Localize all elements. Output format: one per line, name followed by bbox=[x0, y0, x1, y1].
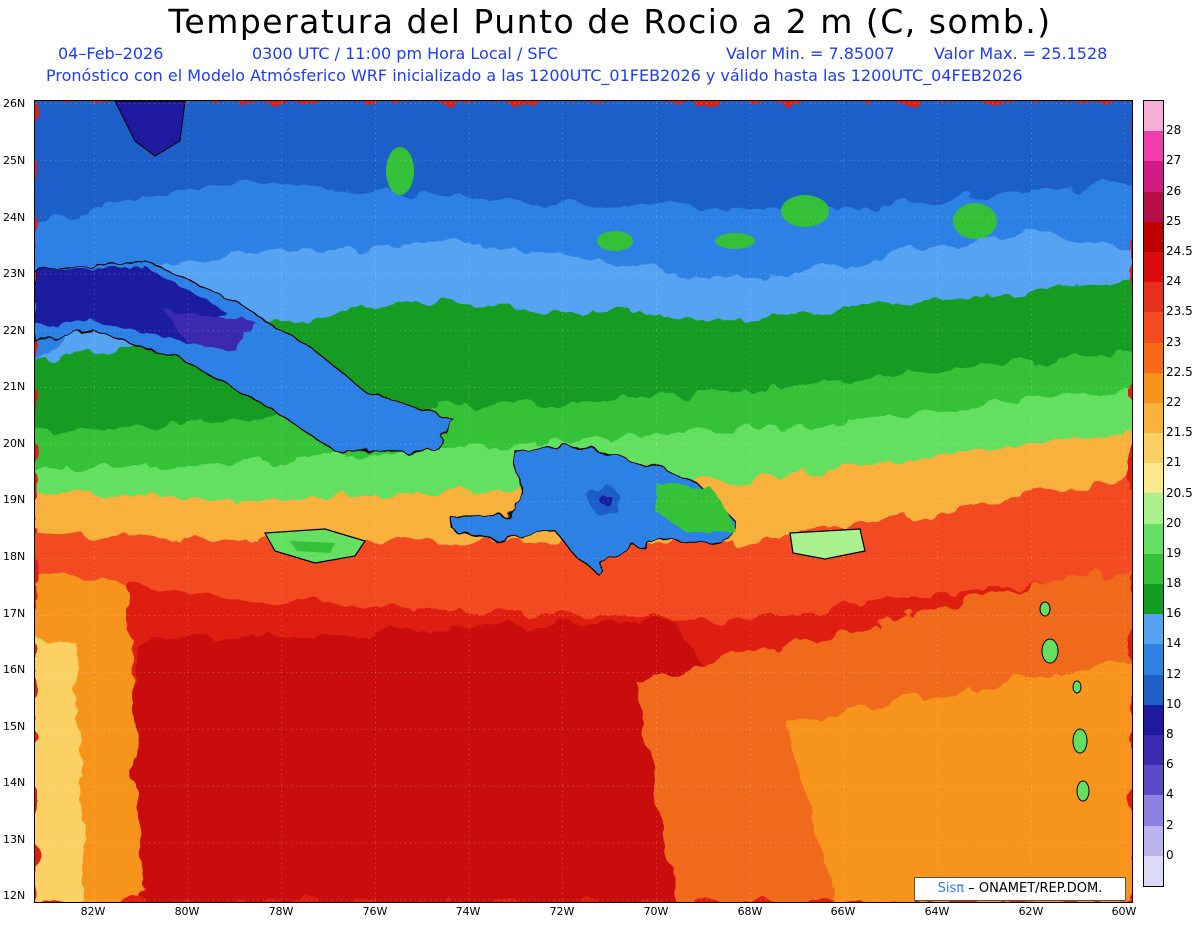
lat-label: 13N bbox=[3, 833, 26, 846]
lat-label: 21N bbox=[3, 380, 26, 393]
lat-label: 26N bbox=[3, 97, 26, 110]
colorbar-label: 4 bbox=[1166, 787, 1174, 802]
colorbar-swatch bbox=[1144, 855, 1163, 886]
colorbar-label: 26 bbox=[1166, 183, 1182, 198]
colorbar-label: 10 bbox=[1166, 696, 1182, 711]
colorbar-swatch bbox=[1144, 644, 1163, 675]
colorbar-label: 19 bbox=[1166, 545, 1182, 560]
forecast-date: 04–Feb–2026 bbox=[58, 44, 164, 63]
colorbar-label: 23 bbox=[1166, 334, 1182, 349]
lat-label: 24N bbox=[3, 211, 26, 224]
lon-label: 62W bbox=[1018, 905, 1044, 918]
lon-label: 60W bbox=[1111, 905, 1137, 918]
colorbar-swatch bbox=[1144, 584, 1163, 615]
colorbar-label: 20.5 bbox=[1166, 485, 1193, 500]
colorbar-swatch bbox=[1144, 765, 1163, 796]
colorbar-swatch bbox=[1144, 463, 1163, 494]
colorbar-label: 0 bbox=[1166, 847, 1174, 862]
lon-label: 66W bbox=[830, 905, 856, 918]
colorbar-swatch bbox=[1144, 101, 1163, 132]
lat-label: 18N bbox=[3, 550, 26, 563]
map-canvas bbox=[35, 101, 1132, 902]
sispi-logo: Sisπ bbox=[937, 881, 965, 896]
colorbar-swatch bbox=[1144, 614, 1163, 645]
colorbar-label: 12 bbox=[1166, 666, 1182, 681]
lat-label: 16N bbox=[3, 663, 26, 676]
lat-label: 15N bbox=[3, 720, 26, 733]
lon-label: 72W bbox=[549, 905, 575, 918]
colorbar-swatch bbox=[1144, 734, 1163, 766]
colorbar-swatch bbox=[1144, 825, 1163, 856]
colorbar-swatch bbox=[1144, 553, 1163, 584]
lat-label: 14N bbox=[3, 776, 26, 789]
colorbar-label: 16 bbox=[1166, 606, 1182, 621]
colorbar-swatch bbox=[1144, 161, 1163, 192]
lat-label: 20N bbox=[3, 437, 26, 450]
lon-label: 70W bbox=[643, 905, 669, 918]
colorbar-label: 20 bbox=[1166, 515, 1182, 530]
colorbar-label: 6 bbox=[1166, 757, 1174, 772]
dewpoint-map bbox=[34, 100, 1133, 903]
map-title: Temperatura del Punto de Rocio a 2 m (C,… bbox=[168, 2, 1052, 41]
colorbar-label: 28 bbox=[1166, 123, 1182, 138]
model-subtitle: Pronóstico con el Modelo Atmósferico WRF… bbox=[46, 66, 1023, 85]
forecast-time: 0300 UTC / 11:00 pm Hora Local / SFC bbox=[252, 44, 558, 63]
lat-label: 17N bbox=[3, 607, 26, 620]
colorbar-swatch bbox=[1144, 795, 1163, 826]
colorbar-label: 22 bbox=[1166, 394, 1182, 409]
colorbar-label: 24 bbox=[1166, 274, 1182, 289]
colorbar-swatch bbox=[1144, 704, 1163, 735]
colorbar-swatch bbox=[1144, 312, 1163, 343]
colorbar-label: 2 bbox=[1166, 817, 1174, 832]
lon-label: 76W bbox=[362, 905, 388, 918]
lat-label: 23N bbox=[3, 267, 26, 280]
colorbar-label: 27 bbox=[1166, 153, 1182, 168]
lon-label: 82W bbox=[80, 905, 106, 918]
colorbar-swatch bbox=[1144, 674, 1163, 705]
min-value: Valor Min. = 7.85007 bbox=[726, 44, 895, 63]
colorbar-swatch bbox=[1144, 402, 1163, 434]
lon-label: 68W bbox=[737, 905, 763, 918]
colorbar bbox=[1143, 100, 1164, 887]
colorbar-label: 23.5 bbox=[1166, 304, 1193, 319]
colorbar-label: 24.5 bbox=[1166, 243, 1193, 258]
credit-box: Sisπ – ONAMET/REP.DOM. bbox=[914, 877, 1126, 901]
credit-org: – ONAMET/REP.DOM. bbox=[968, 881, 1103, 896]
colorbar-swatch bbox=[1144, 433, 1163, 464]
colorbar-label: 21 bbox=[1166, 455, 1182, 470]
lat-label: 19N bbox=[3, 493, 26, 506]
colorbar-swatch bbox=[1144, 493, 1163, 524]
colorbar-label: 21.5 bbox=[1166, 425, 1193, 440]
colorbar-swatch bbox=[1144, 372, 1163, 403]
lat-label: 22N bbox=[3, 324, 26, 337]
colorbar-label: 22.5 bbox=[1166, 364, 1193, 379]
colorbar-label: 8 bbox=[1166, 727, 1174, 742]
colorbar-swatch bbox=[1144, 282, 1163, 313]
colorbar-label: 18 bbox=[1166, 576, 1182, 591]
colorbar-swatch bbox=[1144, 523, 1163, 554]
colorbar-label: 25 bbox=[1166, 213, 1182, 228]
lat-label: 12N bbox=[3, 889, 26, 902]
colorbar-swatch bbox=[1144, 221, 1163, 252]
lon-label: 74W bbox=[455, 905, 481, 918]
colorbar-swatch bbox=[1144, 251, 1163, 283]
colorbar-swatch bbox=[1144, 131, 1163, 162]
lon-label: 64W bbox=[924, 905, 950, 918]
colorbar-swatch bbox=[1144, 342, 1163, 373]
lon-label: 78W bbox=[268, 905, 294, 918]
lat-lon-grid bbox=[35, 101, 1132, 902]
colorbar-swatch bbox=[1144, 191, 1163, 222]
lat-label: 25N bbox=[3, 154, 26, 167]
lon-label: 80W bbox=[174, 905, 200, 918]
max-value: Valor Max. = 25.1528 bbox=[934, 44, 1108, 63]
colorbar-label: 14 bbox=[1166, 636, 1182, 651]
